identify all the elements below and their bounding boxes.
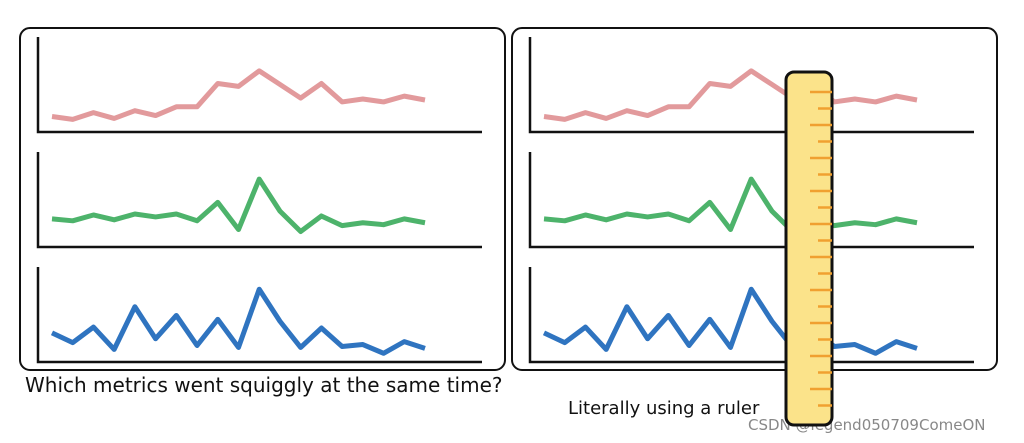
metric-line [542, 286, 918, 356]
metric-line [50, 286, 426, 356]
right-caption: Literally using a ruler [568, 398, 760, 419]
watermark: CSDN @legend050709ComeON [748, 416, 986, 434]
right-frame [511, 27, 998, 371]
axis [36, 267, 482, 364]
axis [528, 152, 974, 249]
metric-line [543, 176, 918, 234]
metric-line [543, 68, 918, 122]
plots [36, 37, 974, 364]
left-caption: Which metrics went squiggly at the same … [25, 373, 503, 397]
ruler [784, 70, 834, 427]
metric-line [51, 176, 426, 234]
axis [36, 37, 482, 134]
ruler-body [784, 70, 834, 427]
left-frame [19, 27, 506, 371]
axis [36, 152, 482, 249]
metric-line [51, 68, 426, 122]
